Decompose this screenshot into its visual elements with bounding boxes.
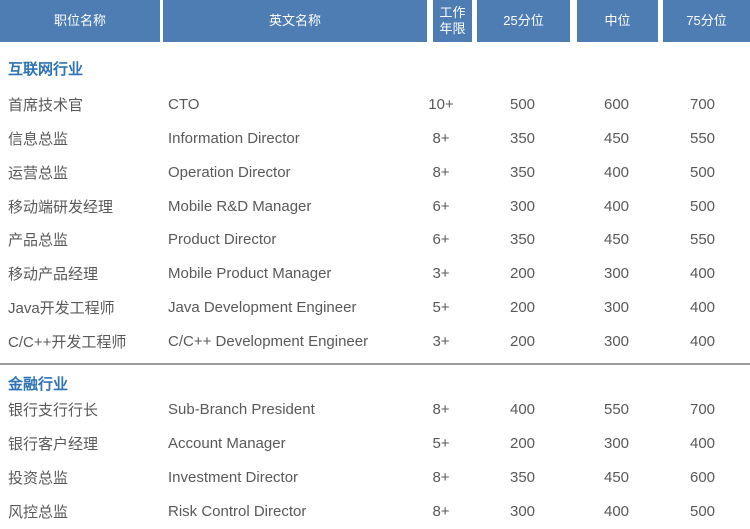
percentile-75: 500 [689, 502, 716, 520]
percentile-75: 600 [689, 468, 716, 486]
position-name: 产品总监 [8, 232, 69, 250]
section-title-internet: 互联网行业 [8, 60, 84, 78]
percentile-25: 350 [509, 163, 536, 181]
position-name: C/C++开发工程师 [8, 333, 127, 351]
english-name: Investment Director [168, 468, 299, 486]
table-row: 银行支行行长 Sub-Branch President 8+ 400 550 7… [0, 393, 750, 427]
english-name: Mobile Product Manager [168, 265, 332, 283]
percentile-75: 500 [689, 197, 716, 215]
position-name: Java开发工程师 [8, 299, 115, 317]
percentile-75: 400 [689, 435, 716, 453]
table-row: 移动端研发经理 Mobile R&D Manager 6+ 300 400 50… [0, 189, 750, 223]
table-row: 首席技术官 CTO 10+ 500 600 700 [0, 88, 750, 122]
median-value: 300 [603, 265, 630, 283]
header-english-name: 英文名称 [163, 0, 427, 42]
table-row: 运营总监 Operation Director 8+ 350 400 500 [0, 156, 750, 190]
work-years: 6+ [432, 197, 450, 215]
header-percentile-25: 25分位 [477, 0, 570, 42]
position-name: 信息总监 [8, 131, 69, 149]
table-row: 银行客户经理 Account Manager 5+ 200 300 400 [0, 427, 750, 461]
percentile-25: 200 [509, 435, 536, 453]
position-name: 银行客户经理 [8, 436, 99, 454]
english-name: Information Director [168, 130, 300, 148]
percentile-75: 700 [689, 96, 716, 114]
percentile-75: 500 [689, 163, 716, 181]
percentile-75: 400 [689, 265, 716, 283]
percentile-75: 400 [689, 298, 716, 316]
table-row: 信息总监 Information Director 8+ 350 450 550 [0, 122, 750, 156]
percentile-25: 400 [509, 401, 536, 419]
median-value: 300 [603, 298, 630, 316]
english-name: Product Director [168, 231, 277, 249]
english-name: Mobile R&D Manager [168, 197, 312, 215]
position-name: 运营总监 [8, 164, 69, 182]
work-years: 3+ [432, 265, 450, 283]
median-value: 400 [603, 163, 630, 181]
header-median: 中位 [577, 0, 658, 42]
table-header: 职位名称 英文名称 工作年限 25分位 中位 75分位 [0, 0, 750, 42]
percentile-25: 300 [509, 197, 536, 215]
median-value: 450 [603, 130, 630, 148]
percentile-25: 300 [509, 502, 536, 520]
english-name: Sub-Branch President [168, 401, 315, 419]
work-years: 3+ [432, 332, 450, 350]
table-row: 投资总监 Investment Director 8+ 350 450 600 [0, 461, 750, 495]
median-value: 450 [603, 468, 630, 486]
english-name: Operation Director [168, 163, 291, 181]
percentile-75: 700 [689, 401, 716, 419]
english-name: Risk Control Director [168, 502, 307, 520]
percentile-25: 350 [509, 231, 536, 249]
work-years: 6+ [432, 231, 450, 249]
position-name: 风控总监 [8, 503, 69, 521]
median-value: 600 [603, 96, 630, 114]
table-row: C/C++开发工程师 C/C++ Development Engineer 3+… [0, 324, 750, 358]
percentile-25: 500 [509, 96, 536, 114]
work-years: 10+ [428, 96, 454, 114]
position-name: 移动产品经理 [8, 266, 99, 284]
position-name: 投资总监 [8, 469, 69, 487]
median-value: 300 [603, 332, 630, 350]
section-title-finance: 金融行业 [8, 375, 69, 393]
header-work-years: 工作年限 [433, 0, 472, 42]
median-value: 550 [603, 401, 630, 419]
median-value: 450 [603, 231, 630, 249]
work-years: 8+ [432, 502, 450, 520]
median-value: 400 [603, 502, 630, 520]
table-row: Java开发工程师 Java Development Engineer 5+ 2… [0, 291, 750, 325]
english-name: C/C++ Development Engineer [168, 332, 369, 350]
percentile-25: 350 [509, 130, 536, 148]
percentile-75: 550 [689, 231, 716, 249]
table-row: 产品总监 Product Director 6+ 350 450 550 [0, 223, 750, 257]
percentile-25: 200 [509, 332, 536, 350]
percentile-25: 200 [509, 265, 536, 283]
percentile-75: 550 [689, 130, 716, 148]
median-value: 400 [603, 197, 630, 215]
work-years: 8+ [432, 468, 450, 486]
header-percentile-75: 75分位 [663, 0, 750, 42]
english-name: CTO [168, 96, 200, 114]
table-row: 移动产品经理 Mobile Product Manager 3+ 200 300… [0, 257, 750, 291]
work-years: 8+ [432, 163, 450, 181]
position-name: 银行支行行长 [8, 402, 99, 420]
work-years: 5+ [432, 435, 450, 453]
work-years: 5+ [432, 298, 450, 316]
percentile-25: 350 [509, 468, 536, 486]
median-value: 300 [603, 435, 630, 453]
percentile-25: 200 [509, 298, 536, 316]
work-years: 8+ [432, 130, 450, 148]
position-name: 移动端研发经理 [8, 198, 114, 216]
english-name: Account Manager [168, 435, 286, 453]
section-divider [0, 363, 750, 365]
table-row: 风控总监 Risk Control Director 8+ 300 400 50… [0, 494, 750, 528]
english-name: Java Development Engineer [168, 298, 357, 316]
position-name: 首席技术官 [8, 97, 84, 115]
header-position-name: 职位名称 [0, 0, 160, 42]
percentile-75: 400 [689, 332, 716, 350]
work-years: 8+ [432, 401, 450, 419]
